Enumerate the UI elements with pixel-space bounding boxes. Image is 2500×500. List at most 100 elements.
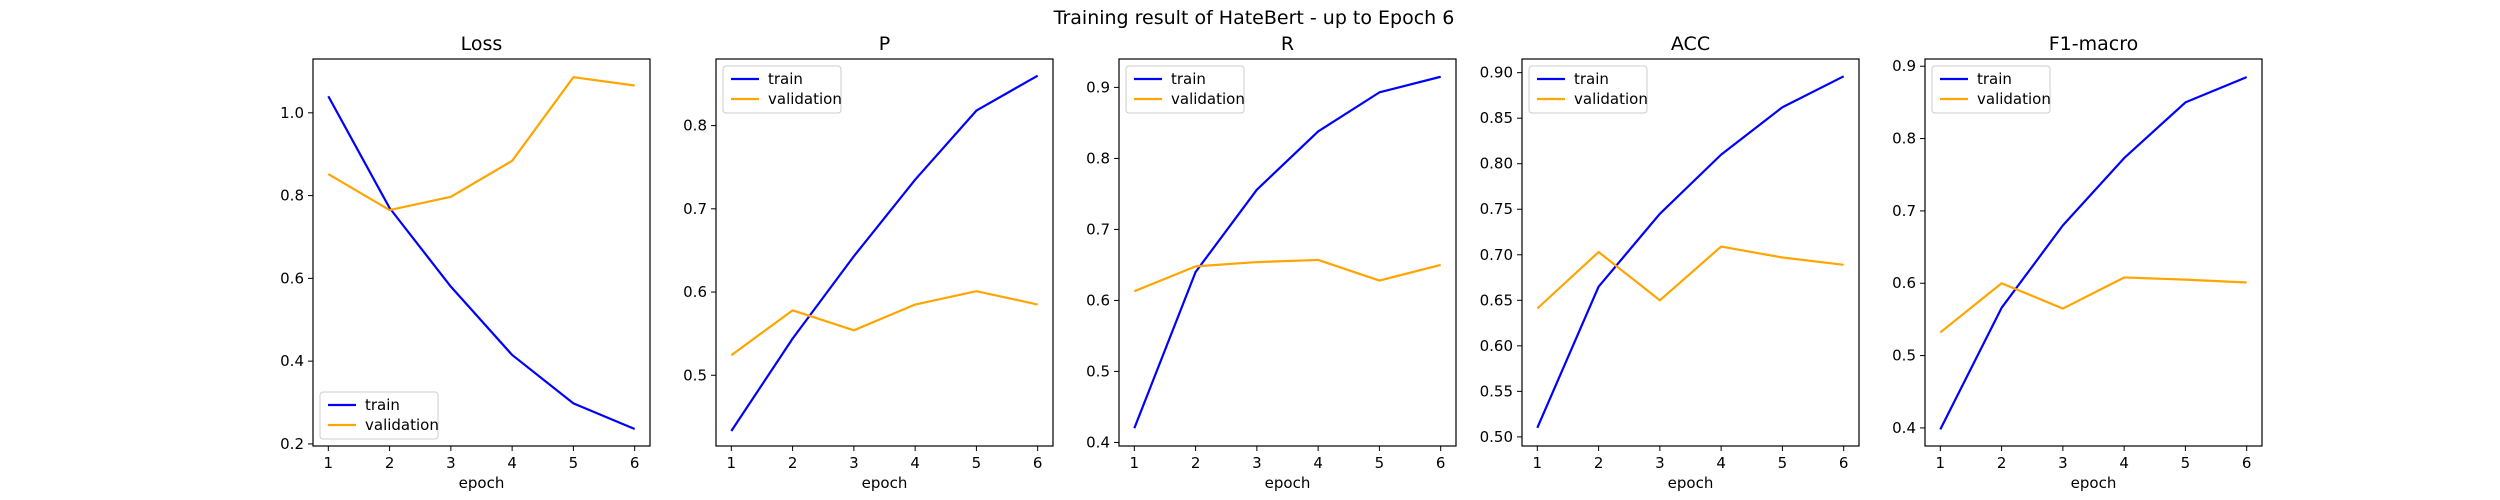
y-tick-label: 0.55 [1480,382,1513,400]
series-line-train [327,95,636,431]
x-axis-label: epoch [1265,474,1311,492]
chart-panel-1: P 1 2 3 4 5 6 0.5 0.6 0.7 0.8 epoch train validation [683,33,1054,492]
legend-label-train: train [1977,70,2012,88]
chart-panel-3: ACC 1 2 3 4 5 6 0.50 0.55 0.60 0.65 0.70 0.75 0.80 0.8… [1480,33,1860,492]
plot-frame [1521,58,1860,447]
x-tick-label: 2 [788,454,798,472]
y-tick-label: 0.8 [1086,149,1110,167]
y-tick-label: 0.7 [683,200,707,218]
legend-label-validation: validation [365,416,439,434]
legend: train validation [1931,65,2051,114]
chart-panel-2: R 1 2 3 4 5 6 0.4 0.5 0.6 0.7 0.8 0.9 epoch train valid… [1086,33,1457,492]
y-tick-label: 0.5 [683,366,707,384]
x-tick-label: 5 [972,454,982,472]
y-tick-label: 0.5 [1086,362,1110,380]
x-tick-label: 1 [1130,454,1140,472]
legend: train validation [722,65,842,114]
x-tick-label: 4 [507,454,517,472]
x-tick-label: 6 [1436,454,1446,472]
chart-panels: Loss 1 2 3 4 5 6 0.2 0.4 0.6 0.8 1.0 epoch train valid… [280,33,2263,492]
legend-label-train: train [1574,70,1609,88]
chart-title: ACC [1671,33,1710,55]
x-tick-label: 1 [727,454,737,472]
figure-title: Training result of HateBert - up to Epoc… [1053,7,1455,29]
series-line-train [1939,76,2248,430]
x-tick-label: 3 [2058,454,2068,472]
legend-label-validation: validation [1171,90,1245,108]
legend-box [1125,65,1245,114]
series-line-validation [1939,276,2247,334]
legend-box [1528,65,1648,114]
plot-frame [312,58,651,447]
x-tick-label: 6 [1839,454,1849,472]
x-axis-label: epoch [2071,474,2117,492]
y-tick-label: 0.4 [1086,433,1110,451]
series-line-validation [1133,258,1441,293]
y-tick-label: 0.6 [1086,291,1110,309]
chart-panel-4: F1-macro 1 2 3 4 5 6 0.4 0.5 0.6 0.7 0.8 0.9 epoch tra… [1892,33,2263,492]
x-tick-label: 2 [1594,454,1604,472]
x-tick-label: 3 [1252,454,1262,472]
legend: train validation [1528,65,1648,114]
series-line-validation [1536,245,1844,310]
y-tick-label: 0.2 [280,435,304,453]
y-tick-label: 0.80 [1480,155,1513,173]
series-line-train [1536,75,1845,429]
x-axis-label: epoch [862,474,908,492]
x-axis-label: epoch [1668,474,1714,492]
plot-frame [715,58,1054,447]
y-tick-label: 0.4 [280,352,304,370]
y-tick-label: 0.5 [1892,347,1916,365]
y-tick-label: 0.8 [683,117,707,135]
x-tick-label: 5 [569,454,579,472]
chart-title: F1-macro [2049,33,2139,55]
x-tick-label: 1 [1936,454,1946,472]
x-tick-label: 5 [1375,454,1385,472]
x-tick-label: 3 [446,454,456,472]
y-tick-label: 0.85 [1480,109,1513,127]
y-tick-label: 0.4 [1892,419,1916,437]
x-tick-label: 4 [910,454,920,472]
x-tick-label: 3 [1655,454,1665,472]
x-axis-label: epoch [459,474,505,492]
y-tick-label: 0.8 [280,187,304,205]
x-tick-label: 2 [1997,454,2007,472]
series-line-validation [327,76,635,212]
legend: train validation [1125,65,1245,114]
y-tick-label: 0.8 [1892,130,1916,148]
x-tick-label: 4 [1313,454,1323,472]
y-tick-label: 0.65 [1480,291,1513,309]
legend-label-train: train [768,70,803,88]
x-tick-label: 6 [2242,454,2252,472]
x-tick-label: 1 [1533,454,1543,472]
y-tick-label: 0.70 [1480,246,1513,264]
legend-box [319,391,439,440]
y-tick-label: 0.6 [683,283,707,301]
y-tick-label: 0.7 [1086,220,1110,238]
x-tick-label: 4 [1716,454,1726,472]
x-tick-label: 6 [1033,454,1043,472]
legend: train validation [319,391,439,440]
x-tick-label: 4 [2119,454,2129,472]
legend-box [722,65,842,114]
y-tick-label: 0.60 [1480,337,1513,355]
x-tick-label: 3 [849,454,859,472]
legend-label-validation: validation [768,90,842,108]
legend-label-validation: validation [1977,90,2051,108]
series-line-train [1133,75,1441,429]
x-tick-label: 5 [1778,454,1788,472]
chart-title: P [879,33,890,55]
y-tick-label: 0.9 [1892,57,1916,75]
y-tick-label: 0.90 [1480,64,1513,82]
chart-title: R [1281,33,1294,55]
x-tick-label: 5 [2181,454,2191,472]
series-line-train [730,74,1039,432]
legend-box [1931,65,2051,114]
y-tick-label: 0.7 [1892,202,1916,220]
chart-title: Loss [461,33,503,55]
x-tick-label: 6 [630,454,640,472]
y-tick-label: 0.75 [1480,200,1513,218]
legend-label-train: train [1171,70,1206,88]
y-tick-label: 0.6 [280,269,304,287]
